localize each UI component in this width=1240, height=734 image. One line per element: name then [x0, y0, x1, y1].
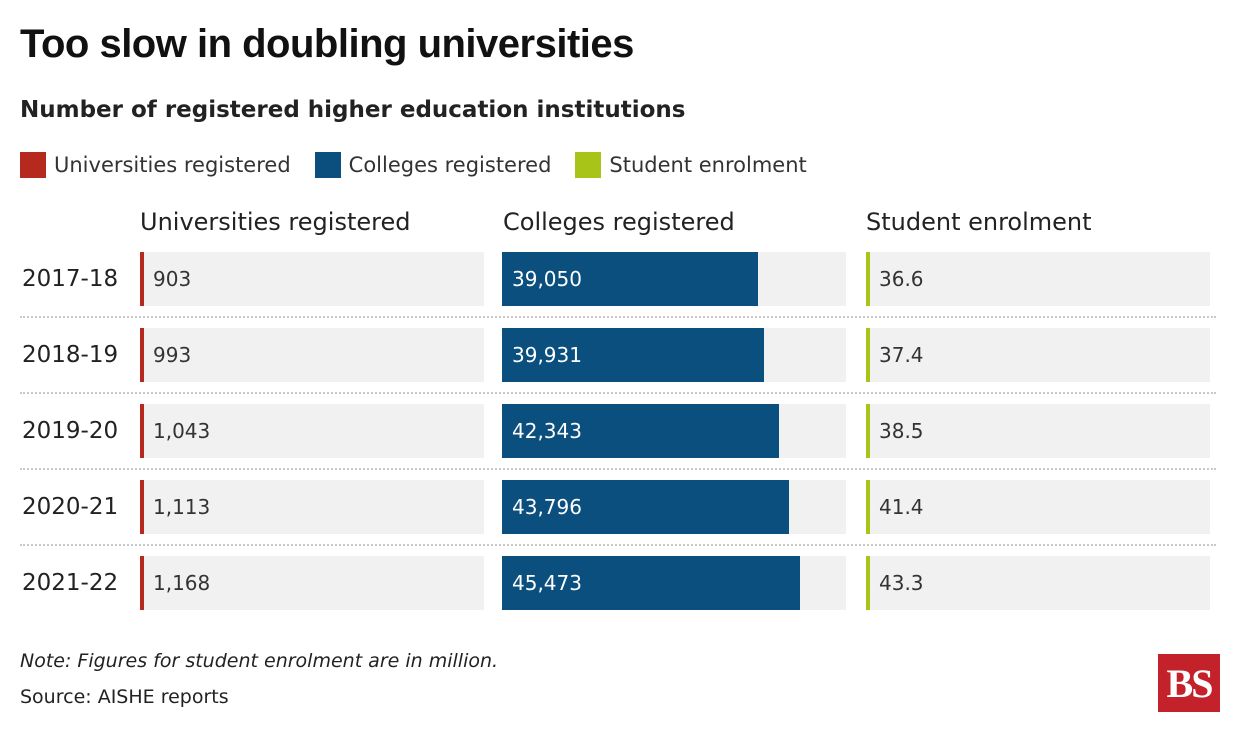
bar-enrolment — [866, 404, 870, 458]
bar-colleges — [502, 328, 764, 382]
legend-item-universities: Universities registered — [20, 152, 291, 178]
bar-track-enrolment: 43.3 — [866, 556, 1210, 610]
year-label: 2020-21 — [22, 494, 119, 520]
value-label-universities: 1,168 — [153, 571, 211, 595]
value-label-enrolment: 38.5 — [879, 419, 924, 443]
bar-enrolment — [866, 252, 870, 306]
year-label: 2017-18 — [22, 266, 119, 292]
legend-swatch-enrolment — [575, 152, 602, 178]
legend-label-enrolment: Student enrolment — [609, 153, 807, 177]
legend-swatch-universities — [20, 152, 46, 178]
bar-track-colleges: 39,931 — [502, 328, 846, 382]
row-divider — [20, 544, 1216, 546]
bar-universities — [140, 252, 144, 306]
chart-source: Source: AISHE reports — [20, 686, 229, 708]
bar-universities — [140, 480, 144, 534]
chart-subtitle: Number of registered higher education in… — [20, 97, 686, 123]
value-label-colleges: 42,343 — [512, 419, 582, 443]
value-label-universities: 1,113 — [153, 495, 211, 519]
table-row: 2020-21 1,113 43,796 41.4 — [0, 480, 1240, 556]
value-label-enrolment: 36.6 — [879, 267, 924, 291]
chart-note: Note: Figures for student enrolment are … — [20, 650, 499, 672]
column-header-enrolment: Student enrolment — [866, 208, 1092, 236]
year-label: 2021-22 — [22, 570, 119, 596]
bar-track-enrolment: 41.4 — [866, 480, 1210, 534]
value-label-colleges: 43,796 — [512, 495, 582, 519]
legend: Universities registered Colleges registe… — [20, 152, 807, 178]
legend-swatch-colleges — [314, 152, 341, 178]
bar-track-colleges: 42,343 — [502, 404, 846, 458]
column-header-universities: Universities registered — [140, 208, 411, 236]
table-row: 2021-22 1,168 45,473 43.3 — [0, 556, 1240, 632]
row-divider — [20, 316, 1216, 318]
bar-track-universities: 1,113 — [140, 480, 484, 534]
row-divider — [20, 468, 1216, 470]
value-label-colleges: 39,050 — [512, 267, 582, 291]
bs-logo: BS — [1158, 654, 1220, 712]
bar-colleges — [502, 252, 758, 306]
bar-universities — [140, 404, 144, 458]
value-label-universities: 903 — [153, 267, 192, 291]
bar-track-universities: 1,168 — [140, 556, 484, 610]
bar-track-universities: 903 — [140, 252, 484, 306]
bar-colleges — [502, 556, 800, 610]
legend-item-enrolment: Student enrolment — [575, 152, 807, 178]
year-label: 2019-20 — [22, 418, 119, 444]
value-label-colleges: 45,473 — [512, 571, 582, 595]
bar-track-enrolment: 37.4 — [866, 328, 1210, 382]
bar-colleges — [502, 404, 779, 458]
bar-track-universities: 993 — [140, 328, 484, 382]
bar-track-enrolment: 38.5 — [866, 404, 1210, 458]
value-label-colleges: 39,931 — [512, 343, 582, 367]
value-label-enrolment: 37.4 — [879, 343, 924, 367]
bar-enrolment — [866, 328, 870, 382]
row-divider — [20, 392, 1216, 394]
legend-label-universities: Universities registered — [54, 153, 291, 177]
value-label-enrolment: 43.3 — [879, 571, 924, 595]
value-label-enrolment: 41.4 — [879, 495, 924, 519]
bar-track-colleges: 43,796 — [502, 480, 846, 534]
bar-track-universities: 1,043 — [140, 404, 484, 458]
bar-enrolment — [866, 556, 870, 610]
table-row: 2018-19 993 39,931 37.4 — [0, 328, 1240, 404]
bar-colleges — [502, 480, 789, 534]
value-label-universities: 1,043 — [153, 419, 211, 443]
bar-universities — [140, 556, 144, 610]
bar-track-colleges: 39,050 — [502, 252, 846, 306]
bar-universities — [140, 328, 144, 382]
legend-item-colleges: Colleges registered — [314, 152, 552, 178]
bar-track-enrolment: 36.6 — [866, 252, 1210, 306]
table-row: 2017-18 903 39,050 36.6 — [0, 252, 1240, 328]
year-label: 2018-19 — [22, 342, 119, 368]
column-header-colleges: Colleges registered — [503, 208, 735, 236]
bar-enrolment — [866, 480, 870, 534]
chart-title: Too slow in doubling universities — [20, 22, 634, 66]
bar-track-colleges: 45,473 — [502, 556, 846, 610]
value-label-universities: 993 — [153, 343, 192, 367]
legend-label-colleges: Colleges registered — [348, 153, 552, 177]
table-row: 2019-20 1,043 42,343 38.5 — [0, 404, 1240, 480]
